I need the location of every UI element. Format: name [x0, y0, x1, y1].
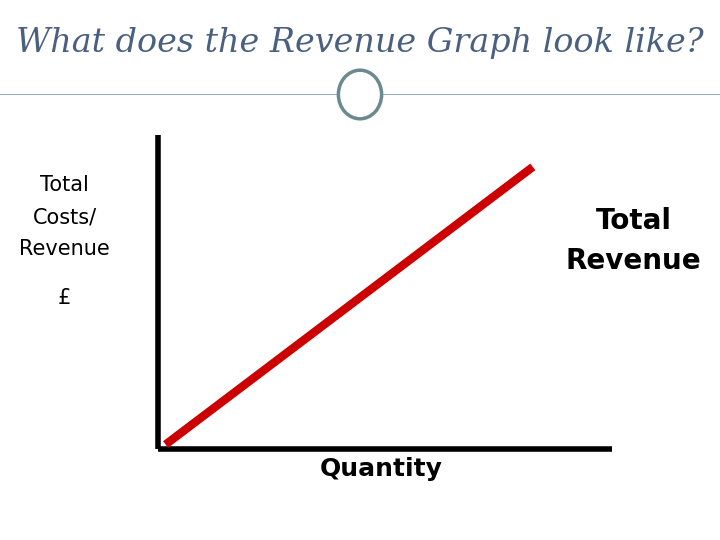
Text: What does the Revenue Graph look like?: What does the Revenue Graph look like?	[16, 26, 704, 58]
Text: Costs/: Costs/	[32, 207, 97, 227]
Text: Quantity: Quantity	[320, 457, 443, 481]
Text: Revenue: Revenue	[566, 247, 701, 275]
Text: Total: Total	[595, 207, 672, 235]
Text: £: £	[58, 288, 71, 308]
Text: Revenue: Revenue	[19, 239, 110, 259]
Text: Total: Total	[40, 175, 89, 195]
